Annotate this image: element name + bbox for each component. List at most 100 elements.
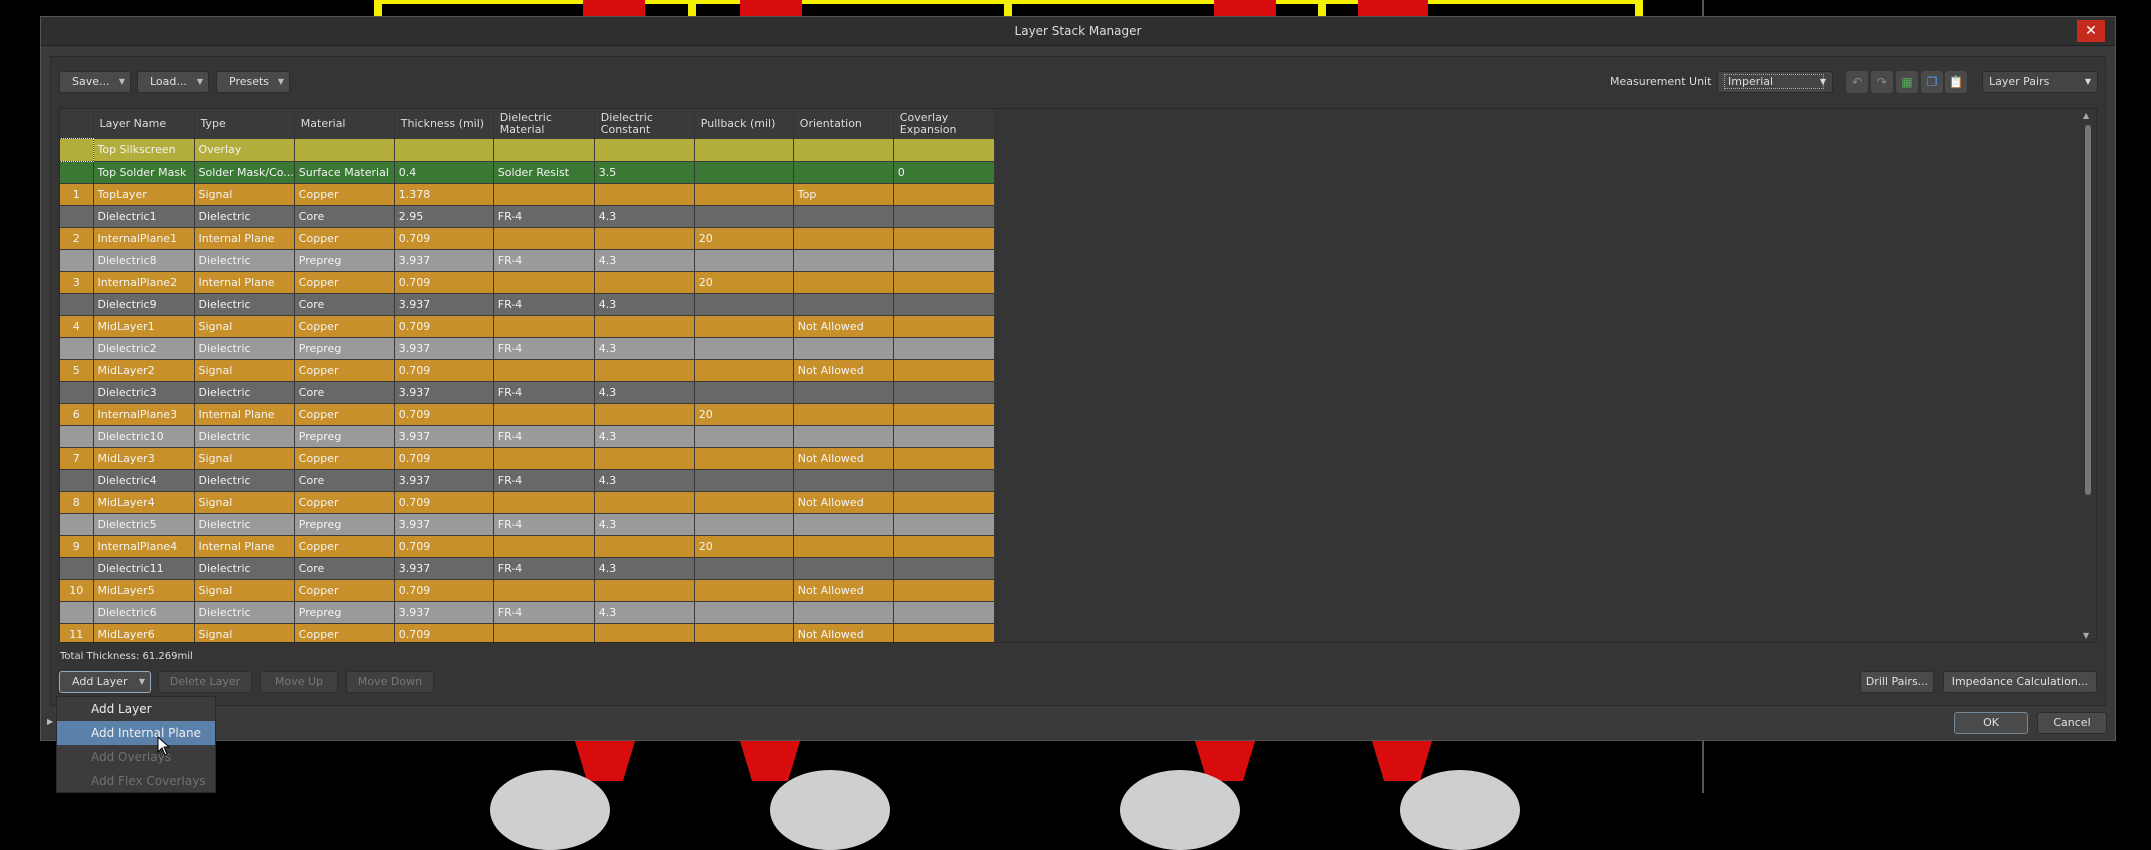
- table-cell[interactable]: [893, 535, 995, 558]
- table-cell[interactable]: [594, 623, 695, 642]
- table-cell[interactable]: 3.937: [394, 469, 494, 492]
- table-cell[interactable]: 4: [60, 315, 94, 338]
- table-cell[interactable]: FR-4: [493, 425, 595, 448]
- table-cell[interactable]: 0.709: [394, 579, 494, 602]
- table-cell[interactable]: Dielectric4: [93, 469, 195, 492]
- table-row[interactable]: Dielectric4 Dielectric Core 3.937 FR-4 4.3: [60, 469, 995, 492]
- table-cell[interactable]: [60, 469, 94, 492]
- table-cell[interactable]: [594, 535, 695, 558]
- table-cell[interactable]: [493, 491, 595, 514]
- table-cell[interactable]: Dielectric6: [93, 601, 195, 624]
- table-cell[interactable]: Signal: [194, 491, 295, 514]
- table-cell[interactable]: 2: [60, 227, 94, 250]
- table-row[interactable]: Dielectric2 Dielectric Prepreg 3.937 FR-4 4.3: [60, 337, 995, 360]
- table-cell[interactable]: MidLayer1: [93, 315, 195, 338]
- table-cell[interactable]: [694, 381, 794, 404]
- table-cell[interactable]: Copper: [294, 447, 395, 470]
- table-cell[interactable]: Prepreg: [294, 601, 395, 624]
- table-cell[interactable]: 4.3: [594, 601, 695, 624]
- table-cell[interactable]: [893, 557, 995, 580]
- table-row[interactable]: Dielectric11 Dielectric Core 3.937 FR-4 4.3: [60, 557, 995, 580]
- table-cell[interactable]: [893, 315, 995, 338]
- table-cell[interactable]: [594, 579, 695, 602]
- table-cell[interactable]: [394, 139, 494, 162]
- table-cell[interactable]: 8: [60, 491, 94, 514]
- table-row[interactable]: Dielectric10 Dielectric Prepreg 3.937 FR-4 4.…: [60, 425, 995, 448]
- table-cell[interactable]: Solder Mask/Co...: [194, 161, 295, 184]
- table-cell[interactable]: [60, 513, 94, 536]
- table-cell[interactable]: [594, 403, 695, 426]
- table-row[interactable]: 9 InternalPlane4 Internal Plane Copper 0.709…: [60, 535, 995, 558]
- table-cell[interactable]: [793, 557, 894, 580]
- table-cell[interactable]: [694, 337, 794, 360]
- table-cell[interactable]: [793, 403, 894, 426]
- table-cell[interactable]: [893, 601, 995, 624]
- table-cell[interactable]: Prepreg: [294, 337, 395, 360]
- table-cell[interactable]: [60, 557, 94, 580]
- delete-layer-button[interactable]: Delete Layer: [158, 671, 252, 693]
- table-cell[interactable]: InternalPlane4: [93, 535, 195, 558]
- scroll-down-icon[interactable]: ▼: [2083, 631, 2090, 640]
- column-header[interactable]: Layer Name: [93, 109, 195, 139]
- table-cell[interactable]: FR-4: [493, 293, 595, 316]
- table-row[interactable]: 7 MidLayer3 Signal Copper 0.709 Not Allowed: [60, 447, 995, 470]
- table-cell[interactable]: Core: [294, 293, 395, 316]
- table-cell[interactable]: FR-4: [493, 205, 595, 228]
- table-cell[interactable]: InternalPlane1: [93, 227, 195, 250]
- table-cell[interactable]: [694, 491, 794, 514]
- table-cell[interactable]: [793, 469, 894, 492]
- table-cell[interactable]: Signal: [194, 623, 295, 642]
- table-cell[interactable]: Prepreg: [294, 425, 395, 448]
- table-cell[interactable]: [793, 227, 894, 250]
- table-cell[interactable]: Prepreg: [294, 513, 395, 536]
- table-cell[interactable]: [294, 139, 395, 162]
- table-cell[interactable]: [594, 227, 695, 250]
- table-cell[interactable]: [793, 139, 894, 162]
- table-cell[interactable]: MidLayer3: [93, 447, 195, 470]
- table-cell[interactable]: Not Allowed: [793, 447, 894, 470]
- table-cell[interactable]: [893, 293, 995, 316]
- table-cell[interactable]: [893, 469, 995, 492]
- table-cell[interactable]: Dielectric5: [93, 513, 195, 536]
- table-cell[interactable]: [893, 579, 995, 602]
- table-cell[interactable]: Dielectric: [194, 381, 295, 404]
- table-cell[interactable]: MidLayer6: [93, 623, 195, 642]
- table-cell[interactable]: [893, 271, 995, 294]
- table-cell[interactable]: [793, 601, 894, 624]
- table-cell[interactable]: [694, 447, 794, 470]
- column-header[interactable]: [60, 109, 94, 139]
- table-cell[interactable]: 0.709: [394, 535, 494, 558]
- table-row[interactable]: Top Solder Mask Solder Mask/Co... Surface …: [60, 161, 995, 184]
- table-cell[interactable]: Not Allowed: [793, 315, 894, 338]
- table-cell[interactable]: [893, 425, 995, 448]
- table-cell[interactable]: [694, 315, 794, 338]
- close-button[interactable]: ✕: [2077, 20, 2105, 42]
- table-cell[interactable]: 6: [60, 403, 94, 426]
- table-cell[interactable]: 1: [60, 183, 94, 206]
- table-cell[interactable]: Core: [294, 381, 395, 404]
- table-cell[interactable]: MidLayer4: [93, 491, 195, 514]
- table-cell[interactable]: 5: [60, 359, 94, 382]
- table-cell[interactable]: [793, 337, 894, 360]
- table-cell[interactable]: Copper: [294, 359, 395, 382]
- table-cell[interactable]: 0: [893, 161, 995, 184]
- menu-item-add-overlays[interactable]: Add Overlays: [91, 750, 171, 764]
- table-row[interactable]: 11 MidLayer6 Signal Copper 0.709 Not Allowed: [60, 623, 995, 642]
- table-cell[interactable]: FR-4: [493, 381, 595, 404]
- table-cell[interactable]: Dielectric10: [93, 425, 195, 448]
- table-cell[interactable]: 4.3: [594, 337, 695, 360]
- presets-button[interactable]: Presets ▼: [216, 71, 290, 93]
- table-row[interactable]: 2 InternalPlane1 Internal Plane Copper 0.709…: [60, 227, 995, 250]
- table-cell[interactable]: 3.937: [394, 425, 494, 448]
- table-cell[interactable]: 4.3: [594, 469, 695, 492]
- table-cell[interactable]: 3.937: [394, 381, 494, 404]
- table-cell[interactable]: [493, 315, 595, 338]
- table-cell[interactable]: FR-4: [493, 337, 595, 360]
- table-cell[interactable]: Solder Resist: [493, 161, 595, 184]
- table-cell[interactable]: Dielectric: [194, 469, 295, 492]
- table-cell[interactable]: 10: [60, 579, 94, 602]
- menu-item-add-layer[interactable]: Add Layer: [91, 702, 152, 716]
- table-row[interactable]: 6 InternalPlane3 Internal Plane Copper 0.709…: [60, 403, 995, 426]
- table-cell[interactable]: Internal Plane: [194, 535, 295, 558]
- table-cell[interactable]: [594, 359, 695, 382]
